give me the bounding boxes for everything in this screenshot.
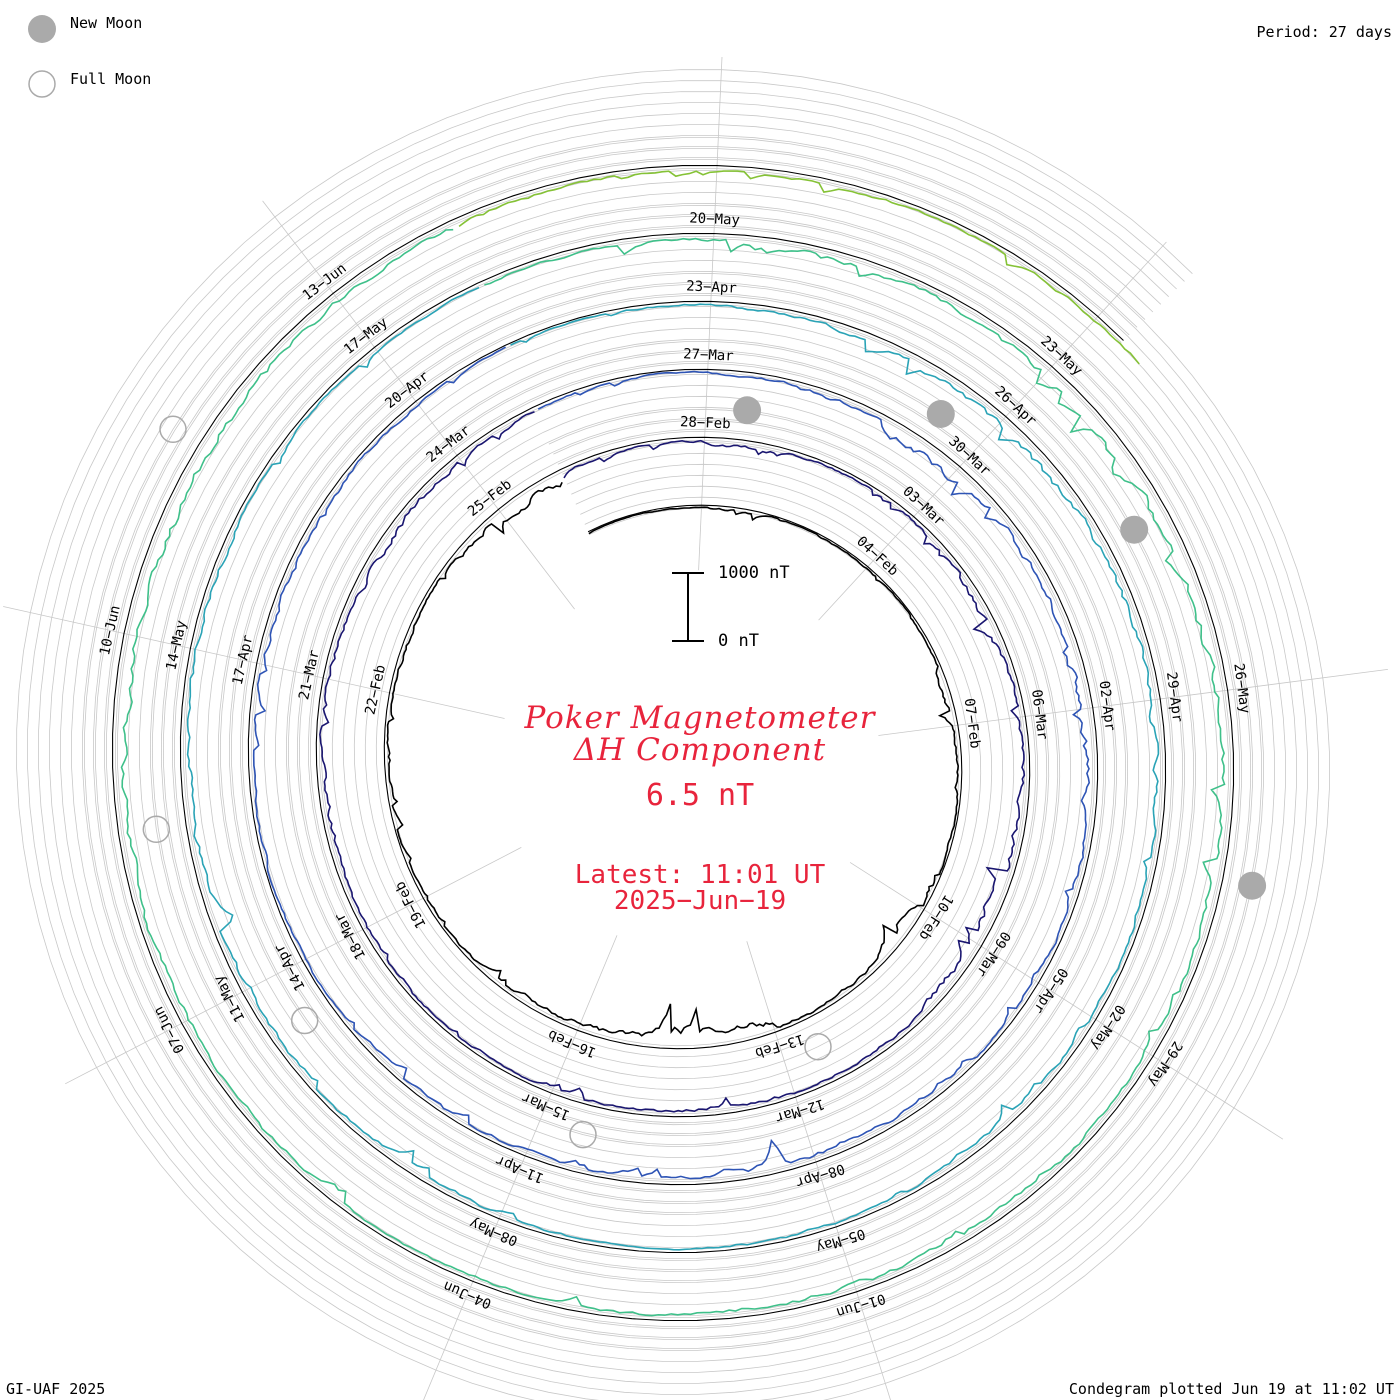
date-label: 20−May xyxy=(689,210,740,228)
full-moon-marker xyxy=(290,1006,319,1035)
date-label: 23−May xyxy=(1037,333,1085,379)
full-moon-legend-label: Full Moon xyxy=(70,70,152,88)
full-moon-marker xyxy=(804,1032,832,1061)
full-moon-marker xyxy=(569,1120,597,1149)
new-moon-legend-label: New Moon xyxy=(70,14,143,32)
date-label: 23−Apr xyxy=(686,278,737,296)
day-spoke xyxy=(3,606,505,719)
date-label: 29−Apr xyxy=(1163,671,1185,723)
full-moon-marker xyxy=(159,415,187,444)
scale-top-label: 1000 nT xyxy=(718,563,790,583)
latest-date: 2025−Jun−19 xyxy=(613,886,787,916)
date-label: 07−Feb xyxy=(961,697,983,749)
new-moon-marker xyxy=(926,400,955,428)
date-label: 06−Mar xyxy=(1028,689,1050,741)
date-label: 20−Apr xyxy=(382,368,432,411)
delta-h-trace xyxy=(386,481,960,1037)
delta-h-trace xyxy=(120,228,1226,1317)
date-label: 08−May xyxy=(467,1214,520,1248)
new-moon-marker xyxy=(1120,515,1149,544)
date-label: 12−Mar xyxy=(773,1095,826,1125)
grid-ring xyxy=(104,157,1242,1329)
period-label: Period: 27 days xyxy=(1256,23,1392,41)
date-label: 13−Feb xyxy=(753,1030,806,1060)
date-label: 25−Feb xyxy=(465,476,515,519)
date-label: 04−Jun xyxy=(441,1277,494,1311)
full-moon-legend-icon xyxy=(28,70,56,98)
day-spoke xyxy=(818,241,1167,621)
chart-title: Poker Magnetometer xyxy=(524,700,876,736)
credit-label: GI-UAF 2025 xyxy=(6,1380,106,1398)
full-moon-marker xyxy=(142,815,171,844)
delta-h-trace xyxy=(458,170,1140,365)
date-label: 10−Jun xyxy=(97,604,124,657)
chart-subtitle: ΔH Component xyxy=(573,732,827,768)
date-label: 14−May xyxy=(163,619,190,672)
grid-ring xyxy=(49,102,1297,1384)
day-spoke xyxy=(698,56,723,571)
moon-phase-markers xyxy=(142,396,1267,1149)
date-label: 28−Feb xyxy=(680,414,731,432)
date-label: 30−Mar xyxy=(945,433,993,479)
date-label: 11−Apr xyxy=(493,1152,546,1186)
date-label: 02−Apr xyxy=(1096,680,1118,732)
day-spoke xyxy=(423,935,618,1400)
grid-ring xyxy=(38,91,1308,1395)
baseline-spiral xyxy=(112,165,1235,1322)
day-spoke xyxy=(849,862,1284,1140)
grid-ring xyxy=(82,135,1264,1351)
delta-h-trace xyxy=(319,410,1026,1113)
grid-ring xyxy=(71,124,1275,1362)
grid-ring xyxy=(60,113,1286,1373)
latest-time: Latest: 11:01 UT xyxy=(574,860,826,890)
new-moon-marker xyxy=(1238,871,1267,900)
delta-h-trace xyxy=(252,346,1091,1180)
date-label: 02−May xyxy=(1087,1001,1128,1052)
spiral-grid-rings xyxy=(16,69,1330,1400)
date-label: 17−Apr xyxy=(230,634,257,687)
date-label: 26−May xyxy=(1230,662,1252,714)
day-spoke xyxy=(65,847,522,1085)
date-label: 27−Mar xyxy=(683,346,734,364)
date-label: 08−Apr xyxy=(794,1160,847,1190)
delta-h-trace xyxy=(186,286,1160,1251)
grid-ring xyxy=(27,80,1319,1400)
date-label: 21−Mar xyxy=(296,648,323,701)
date-label: 09−Mar xyxy=(973,928,1014,979)
current-value: 6.5 nT xyxy=(645,778,755,813)
date-label: 17−May xyxy=(341,314,391,357)
date-label: 15−Mar xyxy=(519,1089,572,1123)
moon-legend xyxy=(28,15,56,98)
day-spoke xyxy=(878,669,1388,736)
grid-ring xyxy=(93,146,1253,1340)
scale-bar xyxy=(672,572,704,642)
new-moon-legend-icon xyxy=(28,15,56,43)
delta-h-traces xyxy=(120,170,1226,1317)
grid-ring xyxy=(16,69,1330,1400)
date-label: 29−May xyxy=(1145,1038,1186,1089)
zero-baseline-spiral xyxy=(112,165,1235,1322)
date-label: 04−Feb xyxy=(853,533,901,579)
scale-bottom-label: 0 nT xyxy=(718,631,759,651)
new-moon-marker xyxy=(733,396,762,425)
date-label: 13−Jun xyxy=(300,260,350,303)
plotted-timestamp: Condegram plotted Jun 19 at 11:02 UT xyxy=(1068,1380,1394,1398)
date-label: 03−Mar xyxy=(899,483,947,529)
